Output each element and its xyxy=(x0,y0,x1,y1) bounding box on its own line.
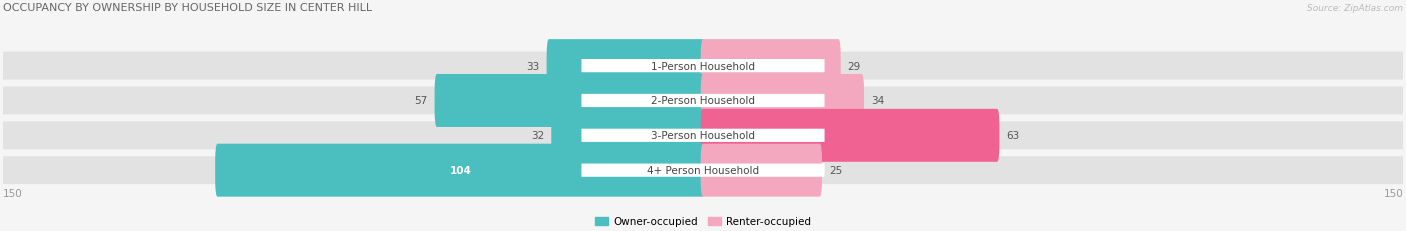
FancyBboxPatch shape xyxy=(582,94,824,108)
FancyBboxPatch shape xyxy=(582,129,824,142)
FancyBboxPatch shape xyxy=(215,144,706,197)
Text: Source: ZipAtlas.com: Source: ZipAtlas.com xyxy=(1308,4,1403,12)
Text: 2-Person Household: 2-Person Household xyxy=(651,96,755,106)
Text: 150: 150 xyxy=(3,188,22,198)
FancyBboxPatch shape xyxy=(547,40,706,93)
Text: 29: 29 xyxy=(848,61,860,71)
Text: 25: 25 xyxy=(830,165,842,175)
Text: 34: 34 xyxy=(872,96,884,106)
FancyBboxPatch shape xyxy=(700,75,865,128)
Legend: Owner-occupied, Renter-occupied: Owner-occupied, Renter-occupied xyxy=(591,212,815,231)
Text: OCCUPANCY BY OWNERSHIP BY HOUSEHOLD SIZE IN CENTER HILL: OCCUPANCY BY OWNERSHIP BY HOUSEHOLD SIZE… xyxy=(3,3,373,12)
FancyBboxPatch shape xyxy=(551,109,706,162)
Text: 4+ Person Household: 4+ Person Household xyxy=(647,165,759,175)
Text: 1-Person Household: 1-Person Household xyxy=(651,61,755,71)
Text: 104: 104 xyxy=(450,165,471,175)
FancyBboxPatch shape xyxy=(3,52,1403,80)
FancyBboxPatch shape xyxy=(434,75,706,128)
FancyBboxPatch shape xyxy=(582,60,824,73)
FancyBboxPatch shape xyxy=(700,109,1000,162)
FancyBboxPatch shape xyxy=(3,157,1403,184)
Text: 32: 32 xyxy=(531,131,544,141)
FancyBboxPatch shape xyxy=(700,144,823,197)
Text: 63: 63 xyxy=(1007,131,1019,141)
Text: 57: 57 xyxy=(415,96,427,106)
FancyBboxPatch shape xyxy=(700,40,841,93)
Text: 3-Person Household: 3-Person Household xyxy=(651,131,755,141)
Text: 33: 33 xyxy=(526,61,540,71)
FancyBboxPatch shape xyxy=(3,87,1403,115)
FancyBboxPatch shape xyxy=(582,164,824,177)
FancyBboxPatch shape xyxy=(3,122,1403,150)
Text: 150: 150 xyxy=(1384,188,1403,198)
